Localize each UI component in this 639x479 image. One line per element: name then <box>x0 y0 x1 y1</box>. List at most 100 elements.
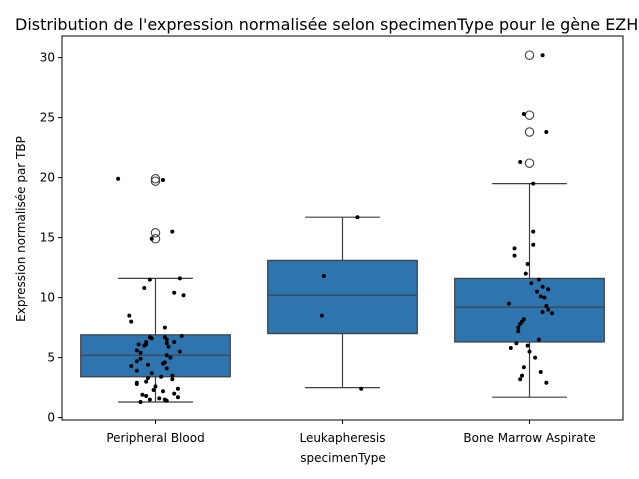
y-tick-label: 15 <box>40 231 55 245</box>
data-point <box>172 290 177 295</box>
data-point <box>134 368 139 373</box>
y-tick-label: 0 <box>47 411 55 425</box>
data-point <box>525 343 530 348</box>
data-point <box>531 229 536 234</box>
outlier-point <box>524 127 535 137</box>
y-tick-label: 20 <box>40 171 55 185</box>
data-point <box>149 236 154 241</box>
data-point <box>147 277 152 282</box>
data-point <box>149 371 154 376</box>
data-point <box>544 130 549 134</box>
box <box>454 277 605 343</box>
x-tick-label: Bone Marrow Aspirate <box>463 431 595 445</box>
data-point <box>531 181 536 186</box>
data-point <box>536 277 541 282</box>
data-point <box>540 310 545 314</box>
data-point <box>129 319 134 324</box>
data-point <box>168 355 173 360</box>
data-point <box>164 341 169 346</box>
data-point <box>544 304 549 308</box>
data-point <box>538 370 543 374</box>
data-point <box>175 386 180 391</box>
data-point <box>177 276 182 281</box>
data-point <box>140 392 145 397</box>
data-point <box>512 253 517 258</box>
data-point <box>136 342 141 347</box>
data-point <box>549 311 554 316</box>
data-point <box>525 262 530 266</box>
data-point <box>546 287 551 292</box>
data-point <box>153 384 158 389</box>
data-point <box>175 395 180 400</box>
data-point <box>138 356 143 361</box>
data-point <box>520 373 525 378</box>
data-point <box>181 293 186 298</box>
outlier-point <box>524 158 535 168</box>
data-point <box>134 359 139 364</box>
data-point <box>164 353 169 358</box>
x-tick-label: Leukapheresis <box>299 431 385 445</box>
box <box>267 259 418 335</box>
data-point <box>164 337 169 342</box>
outlier-point <box>150 228 161 238</box>
data-point <box>162 325 167 330</box>
chart-title: Distribution de l'expression normalisée … <box>15 15 639 34</box>
data-point <box>162 397 167 402</box>
data-point <box>542 295 547 300</box>
data-point <box>177 349 182 354</box>
data-point <box>544 380 549 385</box>
data-point <box>160 389 165 394</box>
outlier-point <box>524 50 535 60</box>
data-point <box>170 229 175 234</box>
data-point <box>518 160 523 164</box>
data-point <box>127 313 132 318</box>
y-tick-label: 25 <box>40 111 55 125</box>
x-tick-label: Peripheral Blood <box>106 431 204 445</box>
data-point <box>319 313 324 318</box>
data-point <box>518 377 523 382</box>
data-point <box>359 386 364 391</box>
data-point <box>536 337 541 342</box>
data-point <box>538 294 543 299</box>
data-point <box>534 289 539 294</box>
data-point <box>172 340 177 344</box>
data-point <box>521 112 526 116</box>
data-point <box>533 355 538 360</box>
data-point <box>164 366 169 371</box>
data-point <box>506 301 511 306</box>
data-point <box>159 374 164 379</box>
data-point <box>160 178 165 182</box>
data-point <box>179 334 184 338</box>
data-point <box>149 336 154 341</box>
data-point <box>172 391 177 396</box>
data-point <box>142 343 147 348</box>
data-point <box>527 349 532 354</box>
plot-area: 0 5 10 15 20 25 30 Peripheral Blood Leukapheresi… <box>40 35 624 445</box>
data-point <box>518 322 523 326</box>
data-point <box>146 376 151 380</box>
data-point <box>531 242 536 247</box>
data-point <box>546 307 551 312</box>
data-point <box>144 394 149 398</box>
outlier-point <box>150 174 161 184</box>
data-point <box>540 53 545 58</box>
data-point <box>170 377 175 382</box>
data-point <box>116 176 121 181</box>
y-tick-label: 10 <box>40 291 55 305</box>
y-tick-label: 30 <box>40 51 55 65</box>
outlier-point <box>524 110 535 120</box>
data-point <box>355 215 360 220</box>
outlier-point <box>150 176 161 186</box>
data-point <box>540 284 545 289</box>
data-point <box>146 362 151 367</box>
data-point <box>134 348 139 353</box>
data-point <box>508 346 513 350</box>
y-tick-label: 5 <box>47 351 55 365</box>
y-axis-label: Expression normalisée par TBP <box>14 136 28 322</box>
data-point <box>157 396 162 401</box>
data-point <box>138 400 143 404</box>
data-point <box>166 344 171 349</box>
data-point <box>514 341 519 346</box>
data-point <box>523 271 528 276</box>
